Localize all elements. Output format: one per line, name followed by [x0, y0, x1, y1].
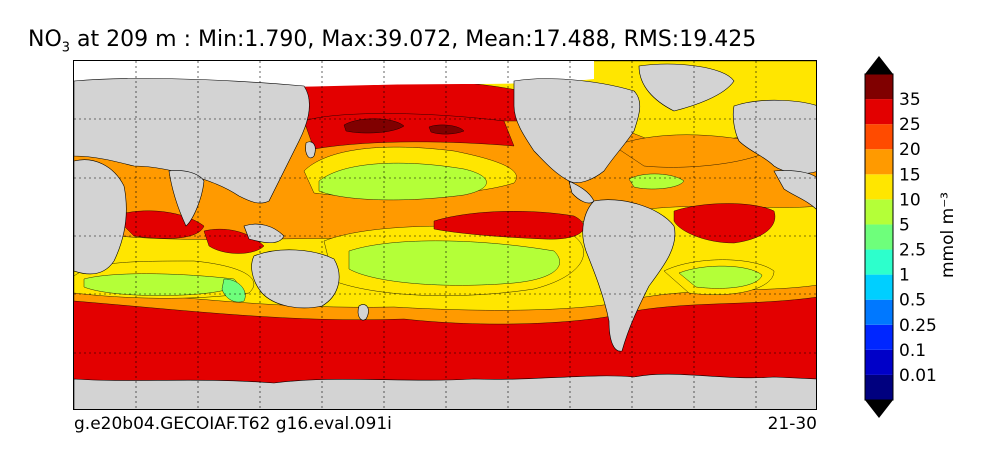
- patch-max-nitrate: [343, 118, 405, 134]
- colorbar-swatch: [865, 249, 893, 275]
- land-india: [168, 170, 205, 227]
- colorbar-swatch: [865, 124, 893, 150]
- colorbar-tick-label: 5: [899, 215, 910, 235]
- map-panel: [73, 60, 817, 410]
- land-north-america: [513, 78, 641, 183]
- colorbar-extend-min: [865, 400, 893, 418]
- land-new-zealand: [357, 304, 369, 321]
- colorbar-extend-max: [865, 56, 893, 74]
- colorbar-swatch: [865, 174, 893, 200]
- colorbar-tick-label: 20: [899, 140, 921, 160]
- colorbar-swatch: [865, 199, 893, 225]
- band-eq-atlantic-red: [673, 203, 776, 244]
- band-bay-red: [203, 228, 265, 254]
- colorbar-swatch: [865, 74, 893, 100]
- colorbar-tick-label: 2.5: [899, 241, 926, 261]
- band-eq-pacific-red: [433, 211, 585, 240]
- colorbar-swatch: [865, 274, 893, 300]
- figure-title: NO3 at 209 m : Min:1.790, Max:39.072, Me…: [28, 27, 756, 55]
- colorbar-tick-label: 0.25: [899, 316, 937, 336]
- gyre-south-pacific: [348, 240, 560, 286]
- land-antarctica: [74, 373, 816, 409]
- title-subscript: 3: [61, 40, 71, 56]
- band-arabian-red: [113, 210, 205, 239]
- land-greenland: [638, 63, 735, 112]
- land-europe: [732, 99, 816, 174]
- colorbar-tick-label: 10: [899, 190, 921, 210]
- colorbar-swatch: [865, 224, 893, 250]
- land-africa: [773, 170, 816, 210]
- land-australia: [251, 249, 340, 309]
- colorbar-tick-label: 15: [899, 165, 921, 185]
- title-variable: NO: [28, 27, 62, 52]
- land-africa-west: [74, 159, 127, 275]
- colorbar-swatch: [865, 149, 893, 175]
- land-maritime-continent: [243, 223, 285, 244]
- land-japan: [305, 141, 316, 159]
- colorbar-tick-label: 0.1: [899, 341, 926, 361]
- colorbar-swatch: [865, 99, 893, 125]
- land-asia: [74, 78, 310, 204]
- colorbar: 0.01 0.1 0.25 0.5 1 2.5 5 10 15 20 25 35: [864, 56, 937, 418]
- colorbar-swatch: [865, 374, 893, 400]
- colorbar-tick-label: 1: [899, 266, 910, 286]
- run-identifier: g.e20b04.GECOIAF.T62 g16.eval.091i: [74, 414, 392, 434]
- colorbar-swatch: [865, 324, 893, 350]
- gyre-north-pacific: [318, 162, 487, 201]
- colorbar-swatch: [865, 349, 893, 375]
- patch-indian-lowest: [221, 278, 246, 303]
- map-gridlines: [74, 61, 816, 409]
- gyre-south-atlantic: [678, 265, 763, 289]
- gyre-indian: [83, 273, 237, 296]
- title-stats: at 209 m : Min:1.790, Max:39.072, Mean:1…: [70, 27, 757, 52]
- colorbar-outline: [864, 73, 894, 401]
- colorbar-tick-label: 0.01: [899, 366, 937, 386]
- colorbar-tick-label: 35: [899, 90, 921, 110]
- ocean-nitrate-map: [74, 61, 816, 409]
- year-range: 21-30: [767, 414, 817, 434]
- colorbar-swatch: [865, 299, 893, 325]
- colorbar-tick-label: 25: [899, 115, 921, 135]
- colorbar-unit-label: mmol m⁻³: [938, 192, 958, 278]
- land-south-america: [582, 199, 676, 352]
- patch-max-nitrate-east: [428, 124, 465, 135]
- colorbar-tick-label: 0.5: [899, 291, 926, 311]
